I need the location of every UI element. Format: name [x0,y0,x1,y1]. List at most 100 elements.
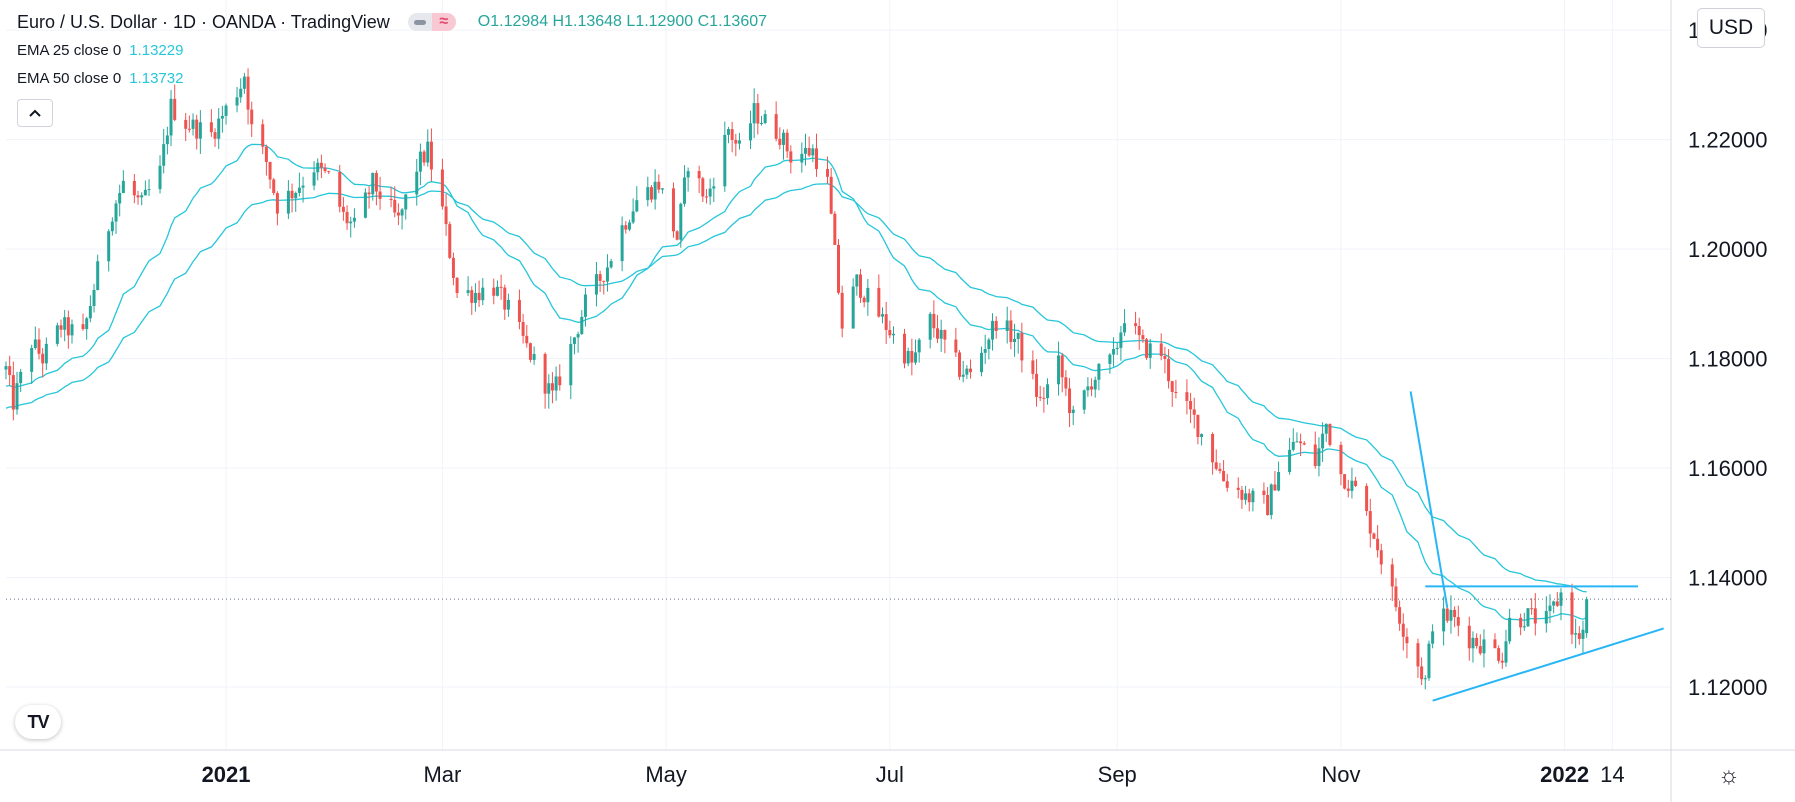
candle-body-up [855,274,859,287]
candle-body-down [389,198,393,201]
candle-body-down [341,206,345,212]
chevron-up-icon [29,109,41,117]
candle-body-down [814,148,818,170]
candle-body-up [316,162,320,173]
candle-body-up [892,333,896,336]
candle-body-down [1211,434,1215,463]
currency-button[interactable]: USD [1697,8,1765,48]
candle-body-up [961,374,965,377]
candle-body-up [660,188,664,190]
candle-body-down [1262,490,1266,496]
candle-body-up [1324,423,1328,434]
candle-body-up [217,118,221,139]
candle-body-down [936,328,940,339]
candle-body-down [1456,617,1460,626]
candle-body-down [1134,323,1138,327]
candle-body-up [426,141,430,163]
candle-body-up [682,177,686,204]
candle-body-down [1189,400,1193,410]
candle-body-up [506,299,510,310]
tradingview-logo[interactable]: TV [15,705,61,739]
candle-body-up [1291,441,1295,450]
candle-body-up [404,194,408,210]
candle-body-down [1167,358,1171,382]
candle-body-up [70,324,74,336]
candle-body-down [730,129,734,140]
candle-body-up [301,185,305,188]
candle-body-down [862,297,866,303]
candle-body-down [184,119,188,129]
candle-body-down [1354,480,1358,487]
candle-body-down [1570,592,1574,635]
open-value: 1.12984 [490,13,549,30]
candle-body-up [726,129,730,135]
candle-body-up [1269,484,1273,516]
candle-body-down [59,325,63,330]
candle-body-down [558,376,562,386]
candle-body-down [517,299,521,322]
candle-body-down [774,114,778,139]
candle-body-up [1321,433,1325,449]
candle-body-up [1046,384,1050,399]
candle-body-down [1467,625,1471,649]
candle-body-down [1453,609,1457,618]
candle-body-up [92,289,96,307]
candle-body-down [1038,396,1042,398]
candle-body-down [825,169,829,177]
candle-body-up [1123,323,1127,333]
high-label: H [552,13,565,30]
candle-body-down [422,151,426,163]
candle-body-down [1170,381,1174,392]
indicator-wave-icon[interactable]: ≈ [431,13,456,31]
ema25-legend[interactable]: EMA 25 close 0 1.13229 [17,40,767,62]
candle-body-down [1240,489,1244,500]
symbol-title[interactable]: Euro / U.S. Dollar · 1D · OANDA · Tradin… [17,12,390,32]
candle-body-down [1530,608,1534,610]
candle-body-up [1016,332,1020,339]
candle-body-up [63,317,67,330]
candle-body-up [107,231,111,262]
candle-body-down [704,196,708,198]
time-tick-label: May [645,762,687,787]
candle-body-down [932,313,936,329]
candle-body-down [1346,488,1350,491]
candle-body-down [338,172,342,207]
candle-body-down [943,329,947,340]
gear-icon[interactable]: ☼ [1718,762,1740,789]
candle-body-up [85,318,89,330]
candle-body-up [118,192,122,204]
candle-body-up [1449,609,1453,621]
candle-body-down [1185,392,1189,401]
candle-body-down [429,141,433,170]
collapse-legend-button[interactable] [17,99,53,127]
candle-body-down [543,353,547,394]
eye-icon[interactable] [407,13,432,31]
candle-body-down [1214,462,1218,469]
candle-body-down [1145,339,1149,358]
open-label: O [477,13,491,30]
candle-body-up [481,287,485,301]
candle-body-down [1225,481,1229,488]
candle-body-up [605,267,609,282]
price-tick-label: 1.18000 [1688,347,1768,372]
candle-body-up [811,148,815,156]
candle-body-up [712,186,716,189]
candle-body-up [191,119,195,129]
candle-body-up [147,189,151,191]
high-value: 1.13648 [564,13,622,30]
candle-body-down [833,213,837,245]
ema50-legend[interactable]: EMA 50 close 0 1.13732 [17,68,767,90]
candle-body-down [503,287,507,310]
candle-body-up [983,349,987,353]
candle-body-down [1137,326,1141,336]
visibility-toggle[interactable]: ≈ [407,11,456,33]
candle-body-down [187,128,191,130]
candle-body-down [550,383,554,391]
candle-body-up [169,98,173,136]
candle-body-up [312,172,316,186]
candle-body-down [1141,335,1145,340]
candle-body-up [349,221,353,224]
candle-body-up [158,165,162,190]
candle-body-up [1086,386,1090,391]
